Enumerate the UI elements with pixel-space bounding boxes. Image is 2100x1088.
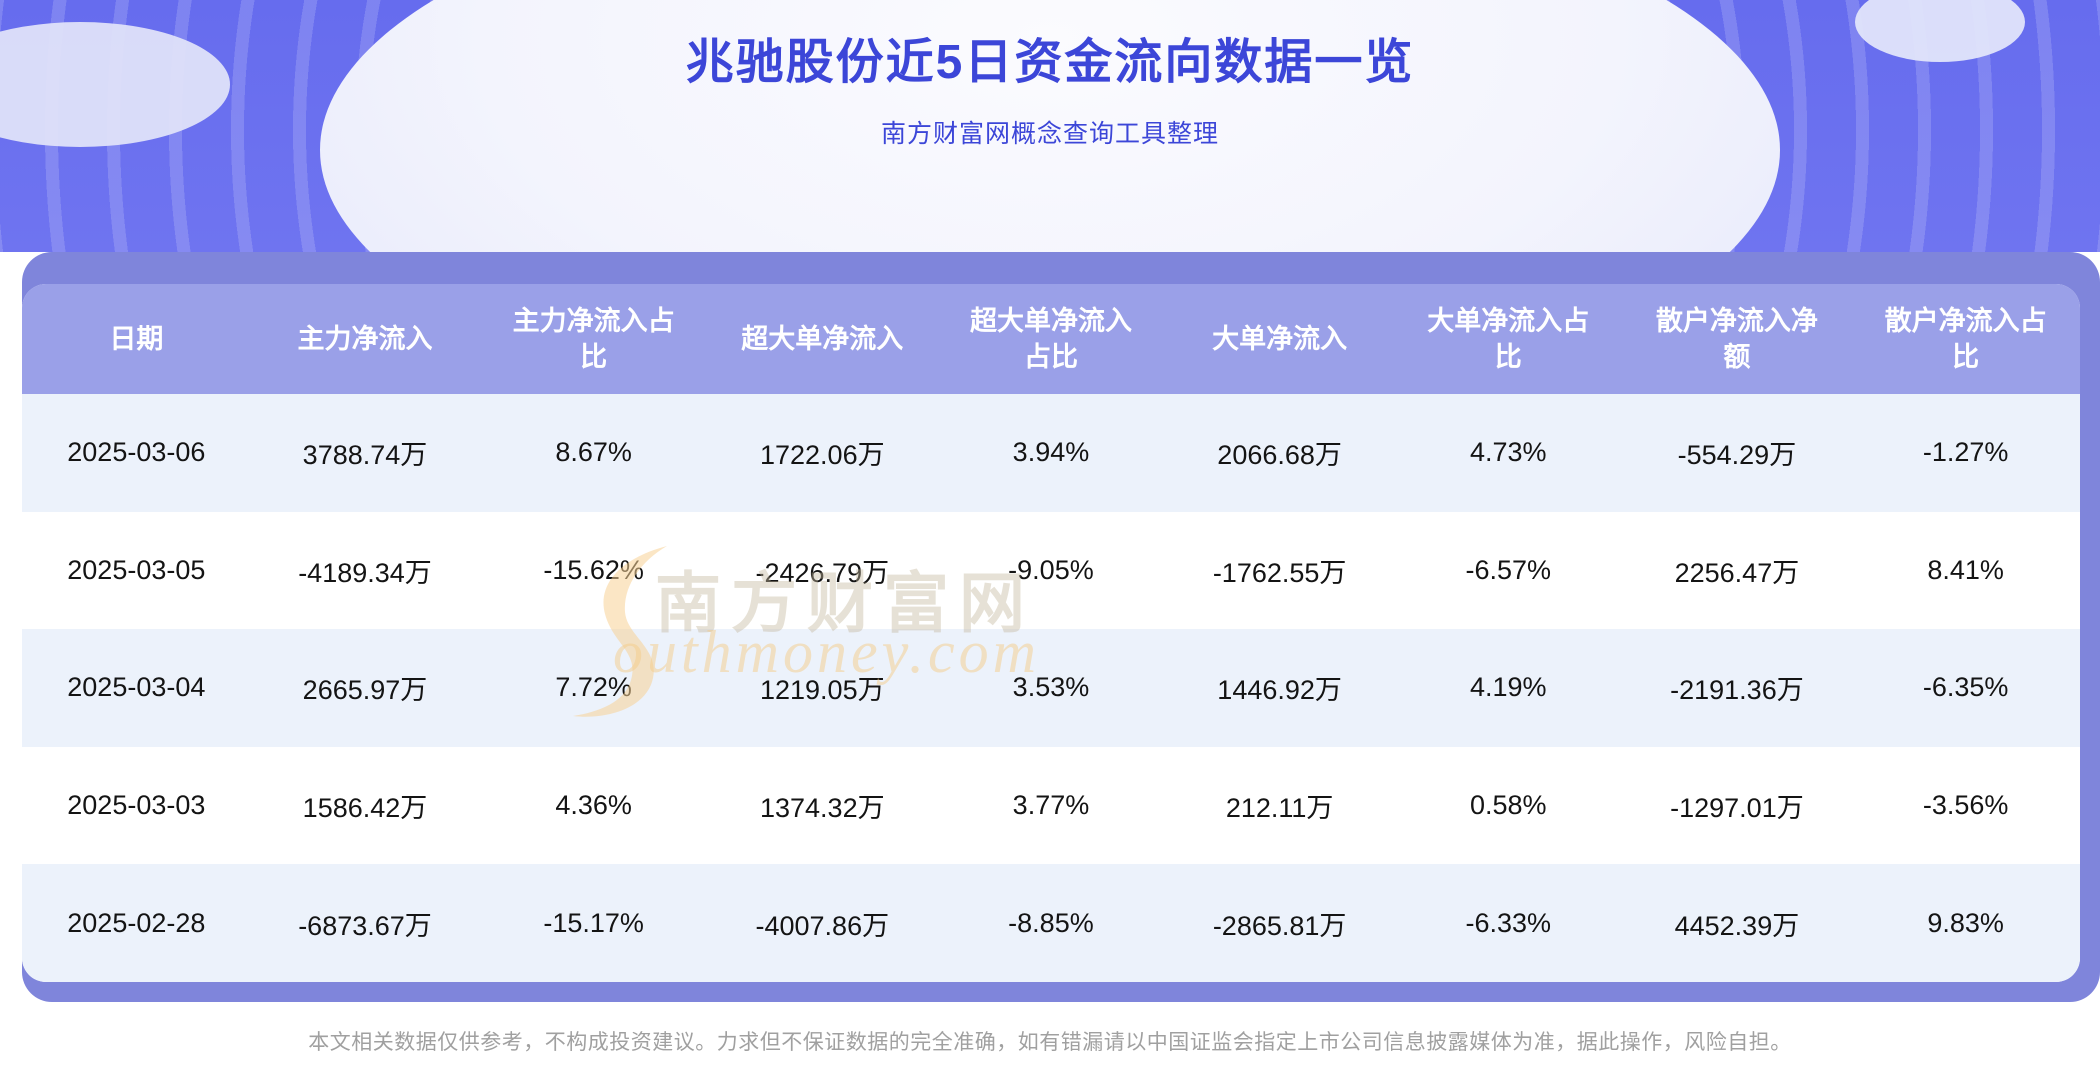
hero-banner: 兆驰股份近5日资金流向数据一览 南方财富网概念查询工具整理 — [0, 0, 2100, 252]
table-cell: -2865.81万 — [1165, 864, 1394, 982]
table-cell: -554.29万 — [1622, 394, 1852, 512]
table-row: 2025-03-03 1586.42万 4.36% 1374.32万 3.77% 212.… — [22, 746, 2080, 865]
table-cell: 9.83% — [1851, 864, 2080, 982]
disclaimer-text: 本文相关数据仅供参考，不构成投资建议。力求但不保证数据的完全准确，如有错漏请以中… — [308, 1031, 1792, 1054]
table-card: 日期 主力净流入 主力净流入占比 超大单净流入 超大单净流入占比 大单净流入 大单净流入占比… — [22, 284, 2080, 982]
table-row: 2025-03-06 3788.74万 8.67% 1722.06万 3.94% 2066… — [22, 394, 2080, 512]
table-cell: -15.17% — [479, 864, 708, 982]
table-cell: -8.85% — [936, 864, 1166, 982]
table-cell: -6873.67万 — [250, 864, 480, 982]
table-cell: 4.73% — [1393, 394, 1623, 512]
table-cell: -6.57% — [1393, 511, 1623, 630]
table-cell: 2025-02-28 — [22, 864, 251, 982]
table-cell: 2665.97万 — [250, 629, 480, 747]
table-cell: -4007.86万 — [707, 864, 937, 982]
table-cell: -6.33% — [1393, 864, 1623, 982]
table-cell: -3.56% — [1851, 746, 2080, 865]
table-cell: 4.19% — [1393, 629, 1623, 747]
table-cell: 2025-03-06 — [22, 394, 251, 512]
table-row: 2025-03-04 2665.97万 7.72% 1219.05万 3.53% 1446… — [22, 629, 2080, 747]
page-title: 兆驰股份近5日资金流向数据一览 — [685, 36, 1415, 89]
column-header: 主力净流入 — [250, 284, 480, 394]
table-cell: 3788.74万 — [250, 394, 480, 512]
column-header: 大单净流入占比 — [1393, 284, 1623, 394]
table-cell: 212.11万 — [1165, 746, 1394, 865]
column-header: 日期 — [22, 284, 251, 394]
table-cell: -2191.36万 — [1622, 629, 1852, 747]
table-cell: 3.53% — [936, 629, 1166, 747]
table-cell: -2426.79万 — [707, 511, 937, 630]
table-cell: 1374.32万 — [707, 746, 937, 865]
table-cell: 4.36% — [479, 746, 708, 865]
table-cell: -1297.01万 — [1622, 746, 1852, 865]
column-header: 超大单净流入 — [707, 284, 937, 394]
fund-flow-table: 日期 主力净流入 主力净流入占比 超大单净流入 超大单净流入占比 大单净流入 大单净流入占比… — [22, 284, 2080, 982]
table-cell: 2025-03-03 — [22, 746, 251, 865]
table-cell: 1722.06万 — [707, 394, 937, 512]
table-cell: 1586.42万 — [250, 746, 480, 865]
table-row: 2025-03-05 -4189.34万 -15.62% -2426.79万 -9.05… — [22, 511, 2080, 630]
decorative-ellipse-left — [0, 22, 230, 147]
table-cell: 1219.05万 — [707, 629, 937, 747]
table-cell: 7.72% — [479, 629, 708, 747]
table-cell: 8.67% — [479, 394, 708, 512]
table-cell: -9.05% — [936, 511, 1166, 630]
column-header: 主力净流入占比 — [479, 284, 708, 394]
column-header: 超大单净流入占比 — [936, 284, 1166, 394]
table-cell: -6.35% — [1851, 629, 2080, 747]
table-cell: 3.77% — [936, 746, 1166, 865]
table-cell: 2025-03-04 — [22, 629, 251, 747]
column-header: 大单净流入 — [1165, 284, 1394, 394]
table-cell: -15.62% — [479, 511, 708, 630]
table-cell: 2066.68万 — [1165, 394, 1394, 512]
table-cell: 4452.39万 — [1622, 864, 1852, 982]
column-header: 散户净流入占比 — [1851, 284, 2080, 394]
table-cell: 0.58% — [1393, 746, 1623, 865]
table-row: 2025-02-28 -6873.67万 -15.17% -4007.86万 -8.85… — [22, 864, 2080, 982]
table-cell: -4189.34万 — [250, 511, 480, 630]
page-subtitle: 南方财富网概念查询工具整理 — [880, 120, 1219, 148]
table-cell: 8.41% — [1851, 511, 2080, 630]
table-body: 2025-03-06 3788.74万 8.67% 1722.06万 3.94% 2066… — [22, 394, 2080, 982]
decorative-ellipse-right — [1855, 0, 2025, 62]
table-cell: 2025-03-05 — [22, 511, 251, 630]
table-header: 日期 主力净流入 主力净流入占比 超大单净流入 超大单净流入占比 大单净流入 大单净流入占比… — [22, 284, 2080, 394]
hero-highlight-panel — [320, 0, 1780, 252]
table-cell: 2256.47万 — [1622, 511, 1852, 630]
table-cell: -1762.55万 — [1165, 511, 1394, 630]
table-cell: -1.27% — [1851, 394, 2080, 512]
column-header: 散户净流入净额 — [1622, 284, 1852, 394]
table-cell: 1446.92万 — [1165, 629, 1394, 747]
table-cell: 3.94% — [936, 394, 1166, 512]
